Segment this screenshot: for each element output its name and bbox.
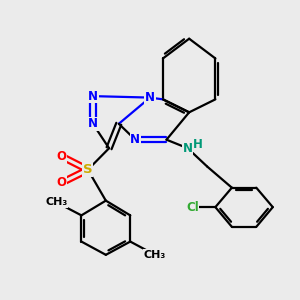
Text: N: N bbox=[145, 91, 155, 104]
Text: CH₃: CH₃ bbox=[46, 197, 68, 207]
Text: CH₃: CH₃ bbox=[144, 250, 166, 260]
Text: O: O bbox=[57, 150, 67, 163]
Text: N: N bbox=[88, 117, 98, 130]
Text: S: S bbox=[83, 163, 93, 176]
Text: H: H bbox=[193, 138, 203, 151]
Text: N: N bbox=[88, 90, 98, 103]
Text: O: O bbox=[57, 176, 67, 189]
Text: Cl: Cl bbox=[186, 201, 199, 214]
Text: N: N bbox=[130, 133, 140, 146]
Text: N: N bbox=[183, 142, 193, 155]
